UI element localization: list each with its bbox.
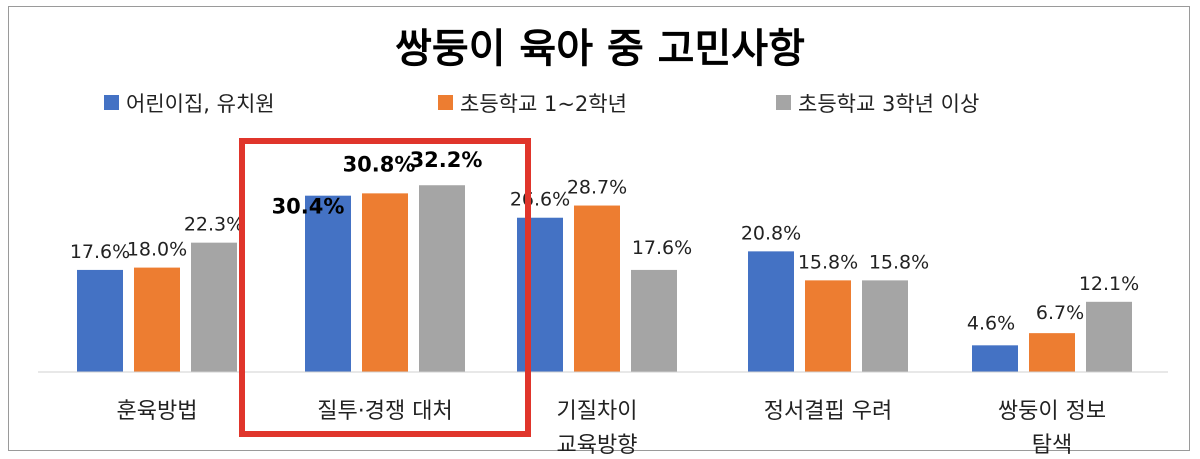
bar-2-1 bbox=[305, 195, 351, 372]
legend-swatch-3 bbox=[776, 95, 791, 110]
bar-2-2 bbox=[362, 193, 408, 372]
value-label-4-3: 15.8% bbox=[869, 251, 929, 273]
value-label-4-1: 20.8% bbox=[741, 222, 801, 244]
bar-2-3 bbox=[419, 185, 465, 372]
bar-5-2 bbox=[1029, 333, 1075, 372]
bar-4-2 bbox=[805, 280, 851, 372]
value-label-3-3: 17.6% bbox=[632, 237, 692, 259]
value-labels: 17.6% 30.4% 26.6% 20.8% 4.6% 18.0% 30.8% 28.7% 1… bbox=[70, 148, 1139, 334]
bar-1-1 bbox=[77, 269, 123, 372]
category-label-3-line-2: 교육방향 bbox=[557, 433, 638, 458]
value-label-5-1: 4.6% bbox=[967, 312, 1015, 334]
bar-3-3 bbox=[631, 269, 677, 372]
category-label-3-line-1: 기질차이 bbox=[557, 399, 638, 424]
bar-1-2 bbox=[134, 267, 180, 372]
value-label-5-3: 12.1% bbox=[1079, 273, 1139, 295]
category-label-2: 질투·경쟁 대처 bbox=[317, 399, 452, 424]
bar-5-1 bbox=[972, 345, 1018, 372]
legend-swatch-1 bbox=[104, 95, 119, 110]
chart-title: 쌍둥이 육아 중 고민사항 bbox=[395, 26, 805, 72]
bar-4-1 bbox=[748, 251, 794, 372]
value-label-1-3: 22.3% bbox=[184, 214, 244, 236]
value-label-4-2: 15.8% bbox=[798, 251, 858, 273]
bar-3-2 bbox=[574, 205, 620, 372]
bar-4-3 bbox=[862, 280, 908, 372]
bar-5-3 bbox=[1086, 301, 1132, 372]
value-label-2-2: 30.8% bbox=[343, 152, 416, 176]
category-label-5-line-2: 탐색 bbox=[1032, 433, 1072, 458]
value-label-2-3: 32.2% bbox=[410, 148, 483, 172]
bar-group bbox=[77, 185, 1132, 372]
category-label-1: 훈육방법 bbox=[117, 399, 198, 424]
highlight-box bbox=[239, 138, 531, 437]
value-label-3-1: 26.6% bbox=[510, 189, 570, 211]
bar-3-1 bbox=[517, 217, 563, 372]
category-label-4: 정서결핍 우려 bbox=[764, 399, 892, 424]
chart-frame bbox=[8, 6, 1190, 451]
legend-swatch-2 bbox=[438, 95, 453, 110]
value-label-3-2: 28.7% bbox=[567, 177, 627, 199]
value-label-2-1: 30.4% bbox=[272, 195, 345, 219]
legend-label-2: 초등학교 1~2학년 bbox=[460, 92, 627, 116]
category-label-5-line-1: 쌍둥이 정보 bbox=[998, 399, 1106, 424]
legend-label-1: 어린이집, 유치원 bbox=[126, 92, 275, 116]
value-label-1-1: 17.6% bbox=[70, 241, 130, 263]
legend: 어린이집, 유치원 초등학교 1~2학년 초등학교 3학년 이상 bbox=[104, 92, 979, 116]
bar-1-3 bbox=[191, 242, 237, 372]
value-label-1-2: 18.0% bbox=[127, 239, 187, 261]
legend-label-3: 초등학교 3학년 이상 bbox=[798, 92, 979, 116]
value-label-5-2: 6.7% bbox=[1036, 302, 1084, 324]
